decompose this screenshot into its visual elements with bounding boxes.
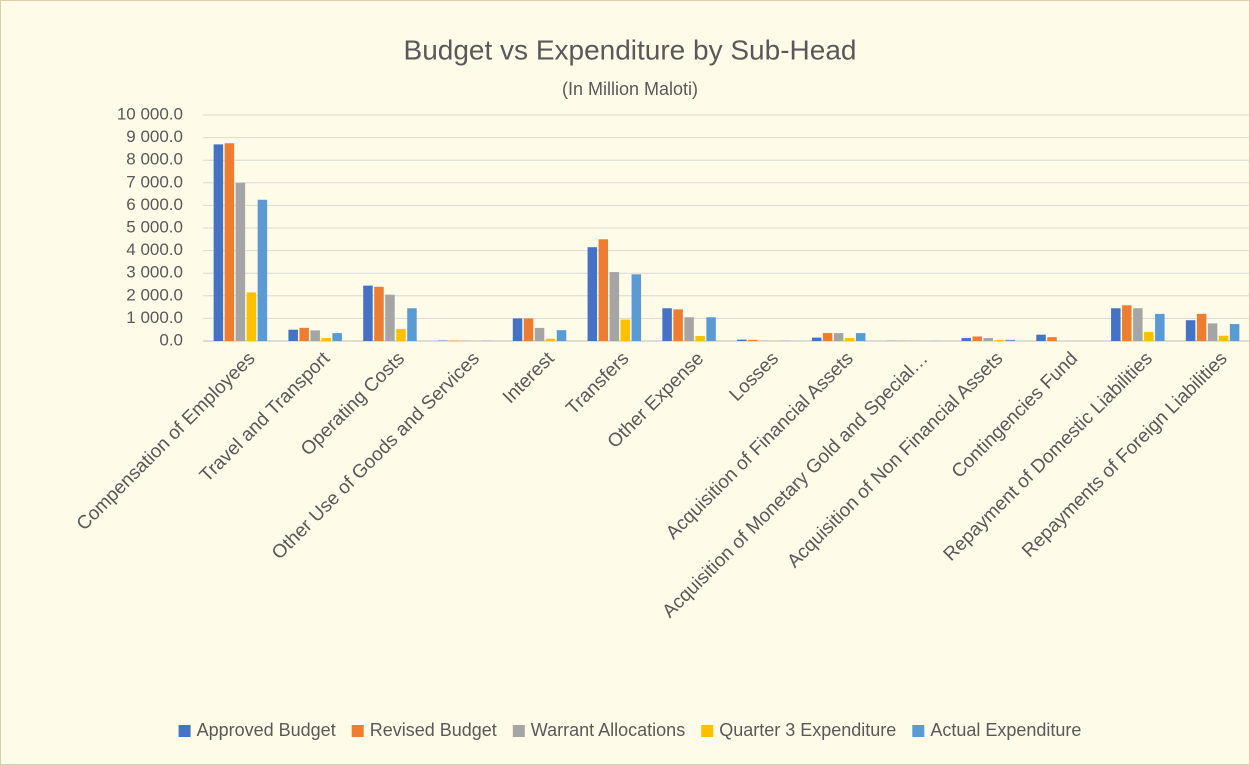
bar (684, 317, 694, 341)
bar (363, 285, 373, 341)
legend-label: Revised Budget (370, 720, 497, 740)
bar (631, 274, 642, 341)
bar (534, 327, 545, 341)
bar (737, 339, 747, 341)
bar (1218, 335, 1229, 341)
y-tick-label: 7 000.0 (126, 172, 183, 191)
y-tick-label: 3 000.0 (126, 263, 183, 282)
bar (961, 338, 971, 341)
legend-swatch (351, 725, 364, 737)
bar (609, 272, 620, 341)
bar (224, 143, 235, 341)
bar (1207, 323, 1218, 341)
bar (246, 292, 257, 341)
bar (523, 318, 534, 341)
bar (662, 308, 672, 341)
bar (1229, 324, 1240, 341)
y-tick-label: 0.0 (159, 330, 183, 349)
chart-title: Budget vs Expenditure by Sub-Head (404, 34, 857, 65)
y-tick-label: 9 000.0 (126, 127, 183, 146)
bar (983, 338, 993, 341)
bar (545, 338, 556, 341)
bar (695, 336, 705, 341)
bar (1122, 305, 1132, 341)
y-tick-label: 6 000.0 (126, 195, 183, 214)
bar (235, 182, 246, 341)
legend-swatch (178, 725, 191, 737)
bar (706, 317, 716, 341)
bar (385, 294, 395, 341)
bar (1155, 313, 1165, 341)
y-tick-label: 2 000.0 (126, 285, 183, 304)
bar (407, 308, 417, 341)
bar (1047, 337, 1057, 341)
bar (1144, 331, 1154, 341)
y-tick-label: 1 000.0 (126, 308, 183, 327)
y-tick-label: 10 000.0 (117, 104, 183, 123)
bar (332, 333, 342, 341)
bar (1196, 313, 1207, 341)
bar (598, 239, 609, 341)
bar (213, 144, 224, 341)
bar (374, 286, 384, 341)
bar (994, 340, 1004, 341)
legend-swatch (512, 725, 525, 737)
bar (321, 338, 331, 341)
bar (310, 330, 320, 341)
bar (748, 339, 758, 341)
bar (1005, 339, 1015, 341)
bar (556, 330, 567, 341)
bar (396, 329, 406, 341)
bar (811, 337, 822, 341)
bar (673, 309, 683, 341)
bar (512, 318, 523, 341)
bar (288, 329, 298, 341)
chart-subtitle: (In Million Maloti) (562, 79, 698, 99)
legend-label: Approved Budget (197, 720, 336, 740)
bar (822, 333, 833, 341)
legend-label: Quarter 3 Expenditure (719, 720, 896, 740)
legend-swatch (912, 725, 925, 737)
bar (587, 247, 598, 341)
y-tick-label: 4 000.0 (126, 240, 183, 259)
bar (972, 336, 982, 341)
bar (855, 333, 866, 341)
bar (1133, 308, 1143, 341)
bar (1036, 334, 1046, 341)
y-tick-label: 5 000.0 (126, 217, 183, 236)
legend-label: Actual Expenditure (930, 720, 1081, 740)
bar (620, 319, 631, 341)
bar (257, 199, 268, 341)
bar (1111, 308, 1121, 341)
legend-swatch (701, 725, 714, 737)
bar (833, 333, 844, 341)
bar (1185, 320, 1196, 341)
bar (844, 338, 855, 341)
legend-label: Warrant Allocations (531, 720, 685, 740)
bar (299, 327, 309, 341)
y-tick-label: 8 000.0 (126, 150, 183, 169)
